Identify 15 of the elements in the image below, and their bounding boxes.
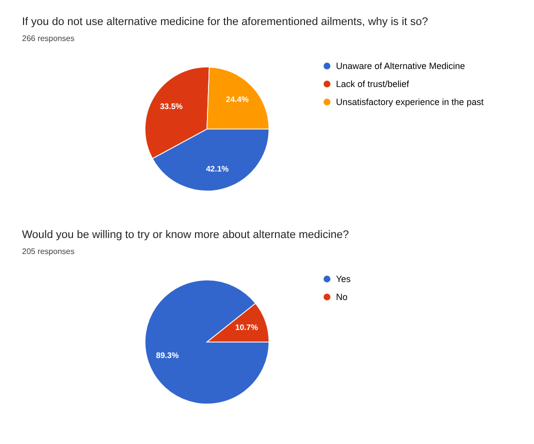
chart-title: If you do not use alternative medicine for the aforementioned ailments, why is it so?: [22, 16, 428, 28]
data-label: 89.3%: [156, 350, 179, 360]
pie-slice: [144, 280, 270, 404]
chart-title: Would you be willing to try or know more about alternate medicine?: [22, 229, 349, 241]
legend-label: Unaware of Alternative Medicine: [336, 61, 466, 71]
legend-label: No: [336, 292, 348, 302]
text: 205 responses: [22, 247, 74, 256]
legend-label: Yes: [336, 274, 352, 284]
data-label: 42.1%: [206, 164, 229, 174]
data-label: 33.5%: [160, 102, 183, 111]
data-label: 10.7%: [235, 323, 258, 332]
text: 266 responses: [22, 34, 74, 43]
data-label: 24.4%: [226, 94, 249, 104]
legend-label: Unsatisfactory experience in the past: [336, 97, 484, 107]
legend-label: Lack of trust/belief: [336, 79, 410, 89]
